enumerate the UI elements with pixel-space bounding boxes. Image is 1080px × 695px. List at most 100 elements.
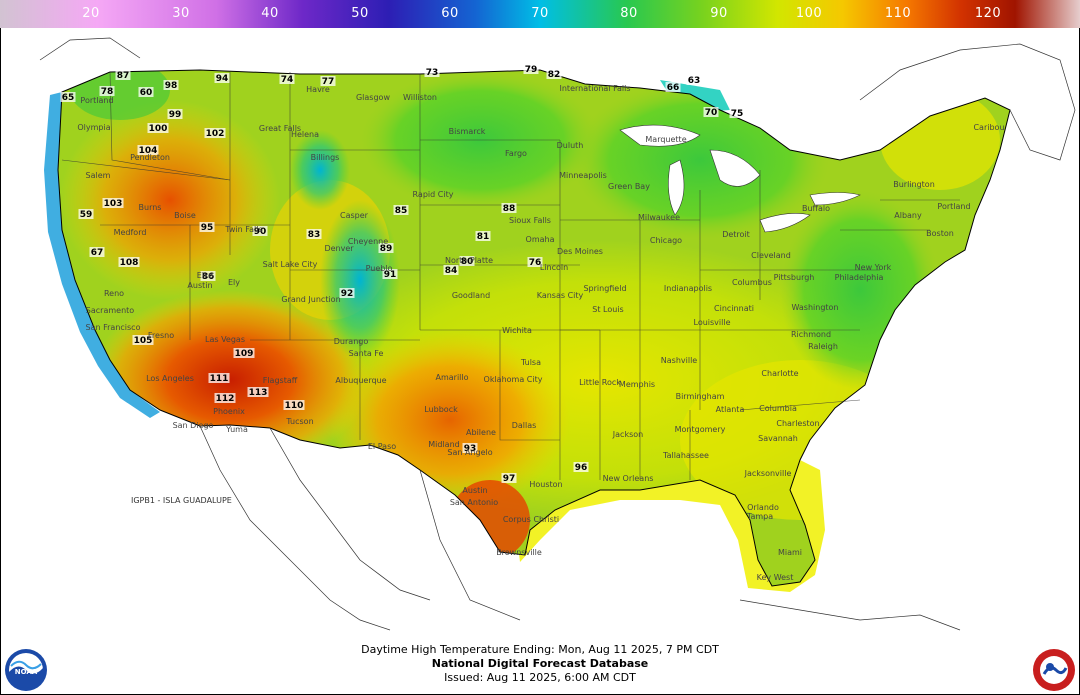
temperature-value: 104 (139, 146, 158, 156)
city-name: Billings (311, 153, 340, 162)
city-name: Washington (791, 303, 838, 312)
temperature-label-bg (99, 86, 115, 96)
city-name: Atlanta (716, 405, 745, 414)
temperature-label-bg (163, 80, 179, 90)
city-name: Jacksonville (744, 469, 792, 478)
city-name: Cheyenne (348, 237, 388, 246)
issued-time-text: Issued: Aug 11 2025, 6:00 AM CDT (444, 671, 636, 684)
city-name: Havre (306, 85, 330, 94)
temperature-label-bg (501, 473, 517, 483)
city-name: Pittsburgh (774, 273, 815, 282)
valid-time-text: Daytime High Temperature Ending: Mon, Au… (361, 643, 719, 656)
temperature-label-bg (475, 231, 491, 241)
city-name: Williston (403, 93, 437, 102)
temperature-label-bg (252, 226, 268, 236)
temperature-value: 110 (285, 401, 304, 411)
city-name: Los Angeles (146, 374, 194, 383)
temperature-label-bg (200, 271, 216, 281)
city-name: Kansas City (537, 291, 584, 300)
city-name: Cincinnati (714, 304, 754, 313)
temperature-value: 93 (464, 444, 477, 454)
city-name: Detroit (722, 230, 750, 239)
temperature-label-bg (382, 269, 398, 279)
city-name: Savannah (758, 434, 798, 443)
city-name: Marquette (645, 135, 686, 144)
temperature-value: 70 (705, 108, 718, 118)
temperature-value: 75 (731, 109, 744, 119)
city-name: Fresno (148, 331, 174, 340)
city-name: Bismarck (449, 127, 486, 136)
city-name: New Orleans (603, 474, 654, 483)
city-name: Buffalo (802, 204, 830, 213)
temperature-value: 81 (477, 232, 490, 242)
city-name: Olympia (77, 123, 110, 132)
city-name: Louisville (694, 318, 731, 327)
temperature-label-bg (147, 123, 169, 133)
scale-tick: 80 (620, 6, 638, 21)
city-name: Indianapolis (664, 284, 712, 293)
temperature-value: 97 (503, 474, 516, 484)
noaa-logo: NOAA (5, 649, 47, 691)
temperature-value: 82 (548, 70, 561, 80)
temperature-label-bg (283, 400, 305, 410)
temperature-label-bg (665, 82, 681, 92)
city-name: Phoenix (213, 407, 245, 416)
product-title: National Digital Forecast Database (431, 657, 649, 670)
temperature-label-bg (199, 222, 215, 232)
city-name: Caribou (973, 123, 1004, 132)
city-name: Nashville (661, 356, 698, 365)
city-name: New York (855, 263, 892, 272)
city-name: Boston (926, 229, 954, 238)
city-name: North Platte (445, 256, 493, 265)
city-name: Great Falls (259, 124, 301, 133)
temperature-value: 90 (254, 227, 267, 237)
city-name: San Antonio (450, 498, 498, 507)
temperature-value: 78 (101, 87, 114, 97)
temperature-value: 103 (104, 199, 123, 209)
temperature-value: 102 (206, 129, 225, 139)
temperature-label-bg (247, 387, 269, 397)
temperature-label-bg (214, 73, 230, 83)
city-name: Houston (529, 480, 562, 489)
temperature-label-bg (137, 145, 159, 155)
temperature-label-bg (89, 247, 105, 257)
temperature-value: 92 (341, 289, 354, 299)
city-name: Richmond (791, 330, 831, 339)
temperature-value: 59 (80, 210, 93, 220)
city-name: Durango (334, 337, 369, 346)
temperature-value: 105 (134, 336, 153, 346)
city-name: Dallas (512, 421, 537, 430)
city-name: Chicago (650, 236, 682, 245)
temperature-value: 96 (575, 463, 588, 473)
scale-tick: 70 (531, 6, 549, 21)
temperature-label-bg (729, 108, 745, 118)
city-name: Jackson (612, 430, 643, 439)
temperature-value: 86 (202, 272, 215, 282)
temperature-value: 76 (529, 258, 542, 268)
svg-text:NOAA: NOAA (15, 668, 38, 676)
city-name: Green Bay (608, 182, 650, 191)
city-name: Memphis (619, 380, 655, 389)
temperature-value: 87 (117, 71, 130, 81)
temperature-value: 67 (91, 248, 104, 258)
city-name: Twin Falls (224, 225, 262, 234)
temperature-label-bg (132, 335, 154, 345)
temperature-label-bg (546, 69, 562, 79)
city-name: Key West (757, 573, 794, 582)
temperature-label-bg (501, 203, 517, 213)
isla-guadalupe-label: IGPB1 - ISLA GUADALUPE (131, 496, 232, 505)
temperature-label-bg (703, 107, 719, 117)
city-name: Lubbock (424, 405, 458, 414)
city-name: Little Rock (579, 378, 621, 387)
temperature-label-bg (208, 373, 230, 383)
temperature-label-bg (118, 257, 140, 267)
temperature-color-scale (0, 0, 1080, 28)
city-name: Philadelphia (835, 273, 884, 282)
temperature-value: 83 (308, 230, 321, 240)
city-name: Rapid City (413, 190, 454, 199)
temperature-value: 89 (380, 244, 393, 254)
temperature-value: 80 (461, 257, 474, 267)
city-name: St Louis (592, 305, 623, 314)
city-name: Duluth (557, 141, 584, 150)
